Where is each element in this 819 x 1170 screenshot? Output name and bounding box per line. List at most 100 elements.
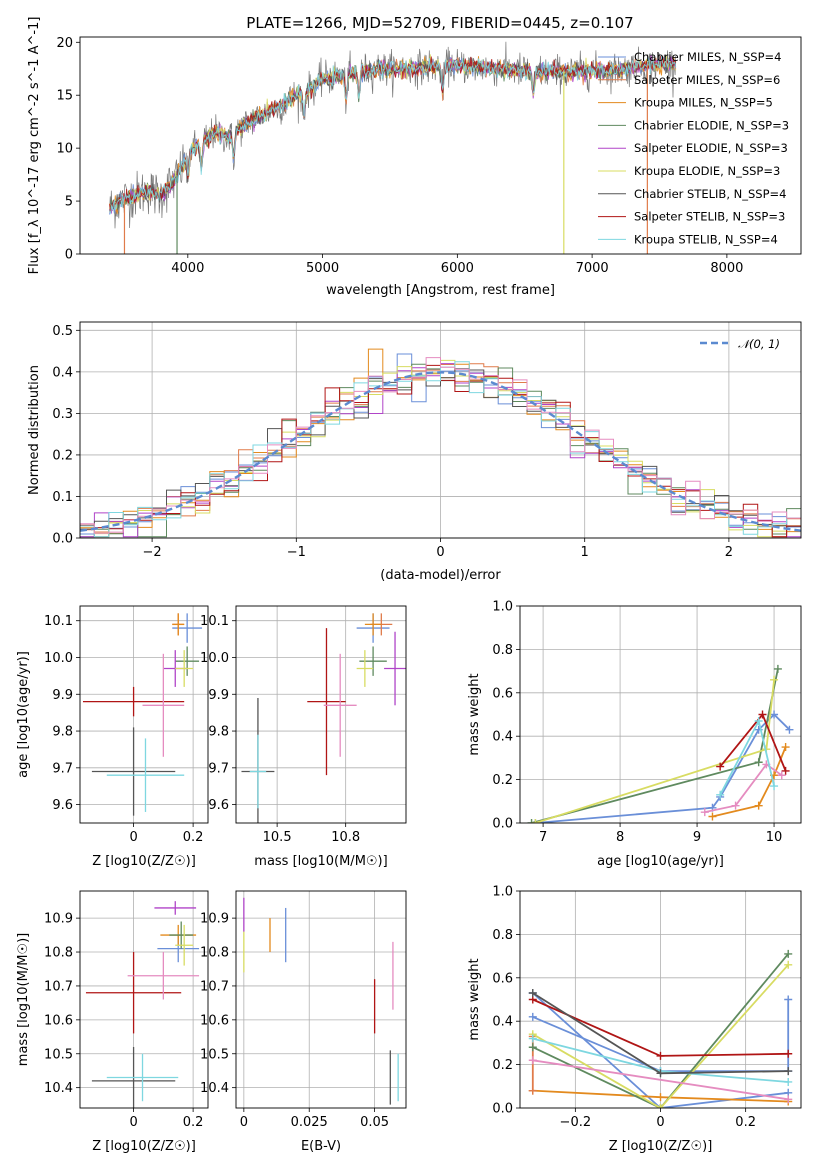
- y-tick-label: 10.5: [200, 1047, 229, 1062]
- legend-label: Salpeter MILES, N_SSP=6: [634, 73, 780, 87]
- axes-frame: [235, 890, 407, 1109]
- x-tick-label: −2: [143, 545, 162, 560]
- weight-marker: [785, 725, 794, 734]
- panel-weight-vs-Z: −0.2 0 0.2 0.0 0.2 0.4 0.6 0.8 1.0 Z [log10(Z/Z☉)…: [467, 885, 802, 1154]
- weight-marker: [700, 808, 709, 817]
- x-tick-label: 10.5: [263, 830, 292, 845]
- weight-marker: [528, 1043, 537, 1052]
- y-tick-label: 10.6: [200, 1013, 229, 1028]
- plot-area: [80, 348, 801, 538]
- panel-mass-vs-ebv: 0 0.025 0.05 10.4 10.5 10.6 10.7 10.8 10.9 E(B-V): [200, 890, 407, 1154]
- x-axis-label: wavelength [Angstrom, rest frame]: [326, 283, 555, 298]
- y-tick-label: 0.8: [492, 643, 513, 658]
- y-tick-label: 10.9: [44, 912, 73, 927]
- weight-marker: [708, 812, 717, 821]
- y-tick-label: 0: [65, 248, 73, 263]
- y-tick-label: 0.6: [492, 971, 513, 986]
- y-tick-label: 0.1: [52, 490, 73, 505]
- y-tick-label: 10.0: [44, 651, 73, 666]
- weight-series-line: [532, 964, 789, 1108]
- weight-marker: [656, 1069, 665, 1078]
- x-axis-label: (data-model)/error: [380, 568, 501, 583]
- y-tick-label: 0.2: [492, 1058, 513, 1073]
- y-tick-label: 0.2: [52, 448, 73, 463]
- y-tick-label: 10.6: [44, 1013, 73, 1028]
- weight-marker: [656, 1104, 665, 1108]
- axes-frame: [79, 36, 802, 255]
- x-tick-label: 0: [436, 545, 444, 560]
- x-tick-label: 4000: [171, 261, 204, 276]
- weight-marker: [656, 1093, 665, 1102]
- axes-frame: [235, 605, 407, 824]
- x-axis-label: Z [log10(Z/Z☉)]: [609, 1139, 713, 1154]
- x-tick-label: 8000: [710, 261, 743, 276]
- x-tick-label: 7000: [576, 261, 609, 276]
- weight-marker: [777, 771, 786, 780]
- weight-marker: [784, 1067, 793, 1076]
- y-tick-label: 0.4: [492, 1015, 513, 1030]
- axes-frame: [519, 890, 802, 1109]
- axes-frame: [79, 605, 209, 824]
- x-tick-label: 0.2: [735, 1115, 756, 1130]
- legend-label: Salpeter ELODIE, N_SSP=3: [634, 141, 788, 155]
- y-tick-label: 0.4: [492, 730, 513, 745]
- legend-label: Salpeter STELIB, N_SSP=3: [634, 210, 785, 224]
- y-tick-label: 5: [65, 195, 73, 210]
- spectrum-model-line: [109, 55, 677, 213]
- y-tick-label: 0.4: [52, 365, 73, 380]
- spectrum-model-line: [109, 55, 677, 215]
- weight-marker: [784, 1095, 793, 1104]
- y-tick-label: 9.9: [52, 688, 73, 703]
- weight-series-line: [535, 713, 791, 823]
- y-tick-label: 10: [56, 142, 73, 157]
- weight-marker: [656, 1051, 665, 1060]
- axes-frame: [79, 890, 209, 1109]
- panel-spectrum: 4000 5000 6000 7000 8000 0 5 10 15 20 wavelength […: [27, 17, 802, 298]
- y-tick-label: 9.7: [52, 761, 73, 776]
- x-axis-label: E(B-V): [301, 1139, 341, 1154]
- plot-area: [109, 41, 677, 254]
- y-tick-label: 10.8: [200, 946, 229, 961]
- weight-marker: [784, 1049, 793, 1058]
- weight-series-line: [704, 763, 783, 813]
- x-tick-label: 6000: [441, 261, 474, 276]
- panel-age-vs-Z: 0 0.2 9.6 9.7 9.8 9.9 10.0 10.1 Z [log10(Z/Z☉)] a…: [16, 605, 209, 869]
- weight-marker: [528, 1086, 537, 1095]
- legend-label: Kroupa ELODIE, N_SSP=3: [634, 164, 780, 178]
- y-axis-label: mass [log10(M/M☉)]: [16, 933, 31, 1066]
- weight-marker: [531, 819, 540, 823]
- weight-marker: [528, 1034, 537, 1043]
- y-tick-label: 0.0: [492, 1102, 513, 1117]
- weight-marker: [770, 675, 779, 684]
- y-tick-label: 0.2: [492, 773, 513, 788]
- weight-series-line: [532, 1059, 789, 1101]
- weight-marker: [731, 801, 740, 810]
- x-tick-label: 0.05: [360, 1115, 389, 1130]
- legend-label: Kroupa STELIB, N_SSP=4: [634, 232, 778, 246]
- x-tick-label: 9: [693, 830, 701, 845]
- x-tick-label: 5000: [306, 261, 339, 276]
- y-axis-label: mass weight: [467, 673, 482, 755]
- weight-marker: [716, 790, 725, 799]
- weight-marker: [784, 1077, 793, 1086]
- y-tick-label: 10.1: [44, 614, 73, 629]
- y-tick-label: 0.0: [492, 817, 513, 832]
- y-tick-label: 0.5: [52, 324, 73, 339]
- y-tick-label: 20: [56, 36, 73, 51]
- weight-marker: [754, 717, 763, 726]
- panel-residuals: −2 −1 0 1 2 0.0 0.1 0.2 0.3 0.4 0.5 (data-model)/er…: [27, 321, 802, 583]
- histogram-step: [80, 357, 801, 534]
- x-tick-label: 2: [725, 545, 733, 560]
- weight-marker: [784, 949, 793, 958]
- x-tick-label: 0.025: [291, 1115, 328, 1130]
- x-tick-label: −1: [287, 545, 306, 560]
- weight-marker: [770, 710, 779, 719]
- x-tick-label: 0: [129, 1115, 137, 1130]
- x-tick-label: 8: [616, 830, 624, 845]
- weight-series-line: [532, 992, 789, 1108]
- plot-area: [82, 613, 203, 816]
- weight-marker: [758, 710, 767, 719]
- x-tick-label: 10: [766, 830, 783, 845]
- weight-marker: [716, 762, 725, 771]
